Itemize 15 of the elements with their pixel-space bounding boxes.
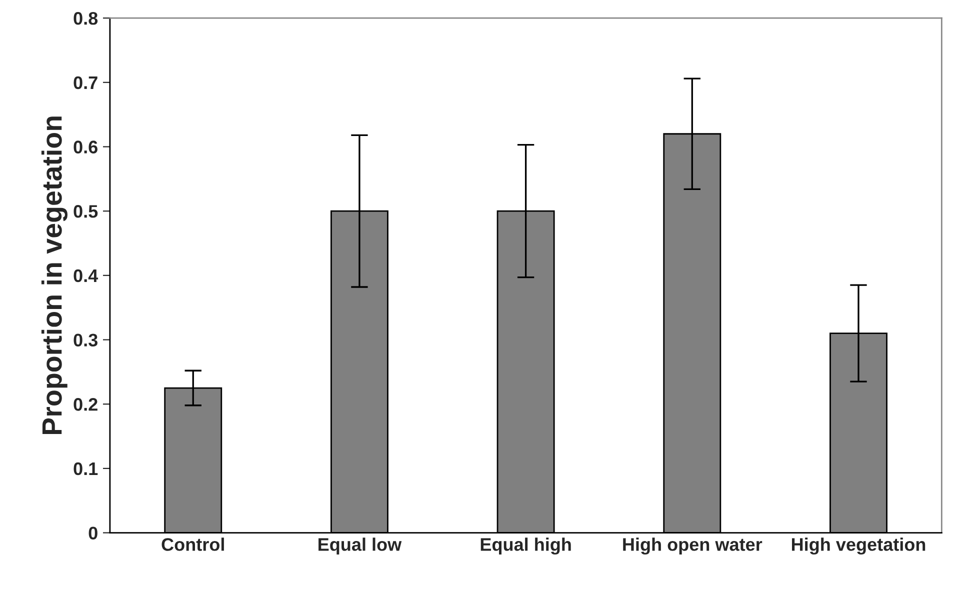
y-tick-label: 0.2 (74, 398, 98, 411)
y-tick-label: 0.3 (74, 334, 98, 346)
y-tick-label: 0.1 (74, 462, 98, 476)
y-tick-label: 0 (88, 526, 98, 540)
x-tick-label: Equal high (480, 538, 571, 555)
y-tick-label: 0.5 (74, 205, 98, 218)
y-tick-label: 0.6 (74, 140, 98, 154)
x-tick-label: High open water (623, 538, 762, 555)
y-tick-label: 0.8 (74, 12, 98, 25)
x-tick-label: Control (162, 538, 224, 551)
y-axis-title: Proportion in vegetation (41, 116, 68, 434)
x-tick-label: Equal low (318, 538, 402, 554)
y-tick-label: 0.4 (74, 269, 98, 282)
y-tick-label: 0.7 (74, 76, 98, 90)
x-tick-label: High vegetation (792, 538, 926, 555)
